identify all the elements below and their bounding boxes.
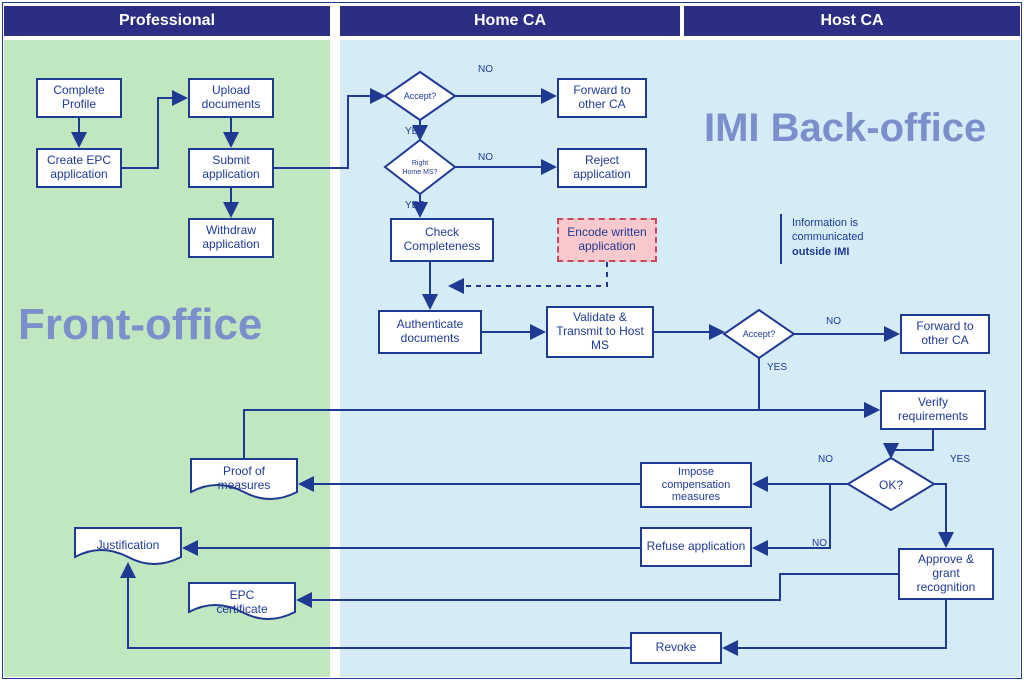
header-host-ca: Host CA: [684, 6, 1020, 36]
header-professional: Professional: [4, 6, 330, 36]
create-epc-box: Create EPC application: [36, 148, 122, 188]
submit-app-box: Submit application: [188, 148, 274, 188]
ok-diamond: OK?: [848, 458, 934, 510]
justification-label: Justification: [97, 538, 160, 552]
justification-doc: Justification: [74, 527, 182, 567]
label-no-5: NO: [812, 538, 827, 549]
epc-cert-doc: EPC certificate: [188, 582, 296, 622]
impose-comp-box: Impose compensation measures: [640, 462, 752, 508]
withdraw-app-box: Withdraw application: [188, 218, 274, 258]
label-yes-4: YES: [950, 454, 970, 465]
flowchart-canvas: Professional Home CA Host CA Front-offic…: [0, 0, 1024, 681]
validate-transmit-box: Validate & Transmit to Host MS: [546, 306, 654, 358]
epc-cert-label-l1: EPC: [230, 588, 255, 602]
right-home-ms-diamond: Right Home MS?: [385, 140, 455, 194]
label-no-4: NO: [818, 454, 833, 465]
verify-req-box: Verify requirements: [880, 390, 986, 430]
ok-label: OK?: [879, 478, 903, 492]
accept1-label: Accept?: [404, 91, 437, 101]
accept1-diamond: Accept?: [385, 72, 455, 120]
encode-written-box: Encode written application: [557, 218, 657, 262]
label-no-1: NO: [478, 64, 493, 75]
upload-docs-box: Upload documents: [188, 78, 274, 118]
complete-profile-box: Complete Profile: [36, 78, 122, 118]
label-no-3: NO: [826, 316, 841, 327]
reject-app-box: Reject application: [557, 148, 647, 188]
accept2-diamond: Accept?: [724, 310, 794, 358]
header-home-ca: Home CA: [340, 6, 680, 36]
proof-measures-label-l2: measures: [218, 478, 271, 492]
approve-grant-box: Approve & grant recognition: [898, 548, 994, 600]
proof-measures-doc: Proof of measures: [190, 458, 298, 502]
note-bar: [780, 214, 782, 264]
label-yes-3: YES: [767, 362, 787, 373]
label-yes-1: YES: [405, 126, 425, 137]
label-yes-2: YES: [405, 200, 425, 211]
forward1-box: Forward to other CA: [557, 78, 647, 118]
check-completeness-box: Check Completeness: [390, 218, 494, 262]
proof-measures-label-l1: Proof of: [223, 464, 266, 478]
right-home-ms-label-line2: Home MS?: [402, 169, 437, 176]
epc-cert-label-l2: certificate: [216, 602, 268, 616]
note-text: Information is communicated outside IMI: [792, 216, 942, 259]
accept2-label: Accept?: [743, 329, 776, 339]
revoke-box: Revoke: [630, 632, 722, 664]
forward2-box: Forward to other CA: [900, 314, 990, 354]
authenticate-docs-box: Authenticate documents: [378, 310, 482, 354]
label-no-2: NO: [478, 152, 493, 163]
right-home-ms-label-line1: Right: [412, 160, 428, 167]
refuse-app-box: Refuse application: [640, 527, 752, 567]
